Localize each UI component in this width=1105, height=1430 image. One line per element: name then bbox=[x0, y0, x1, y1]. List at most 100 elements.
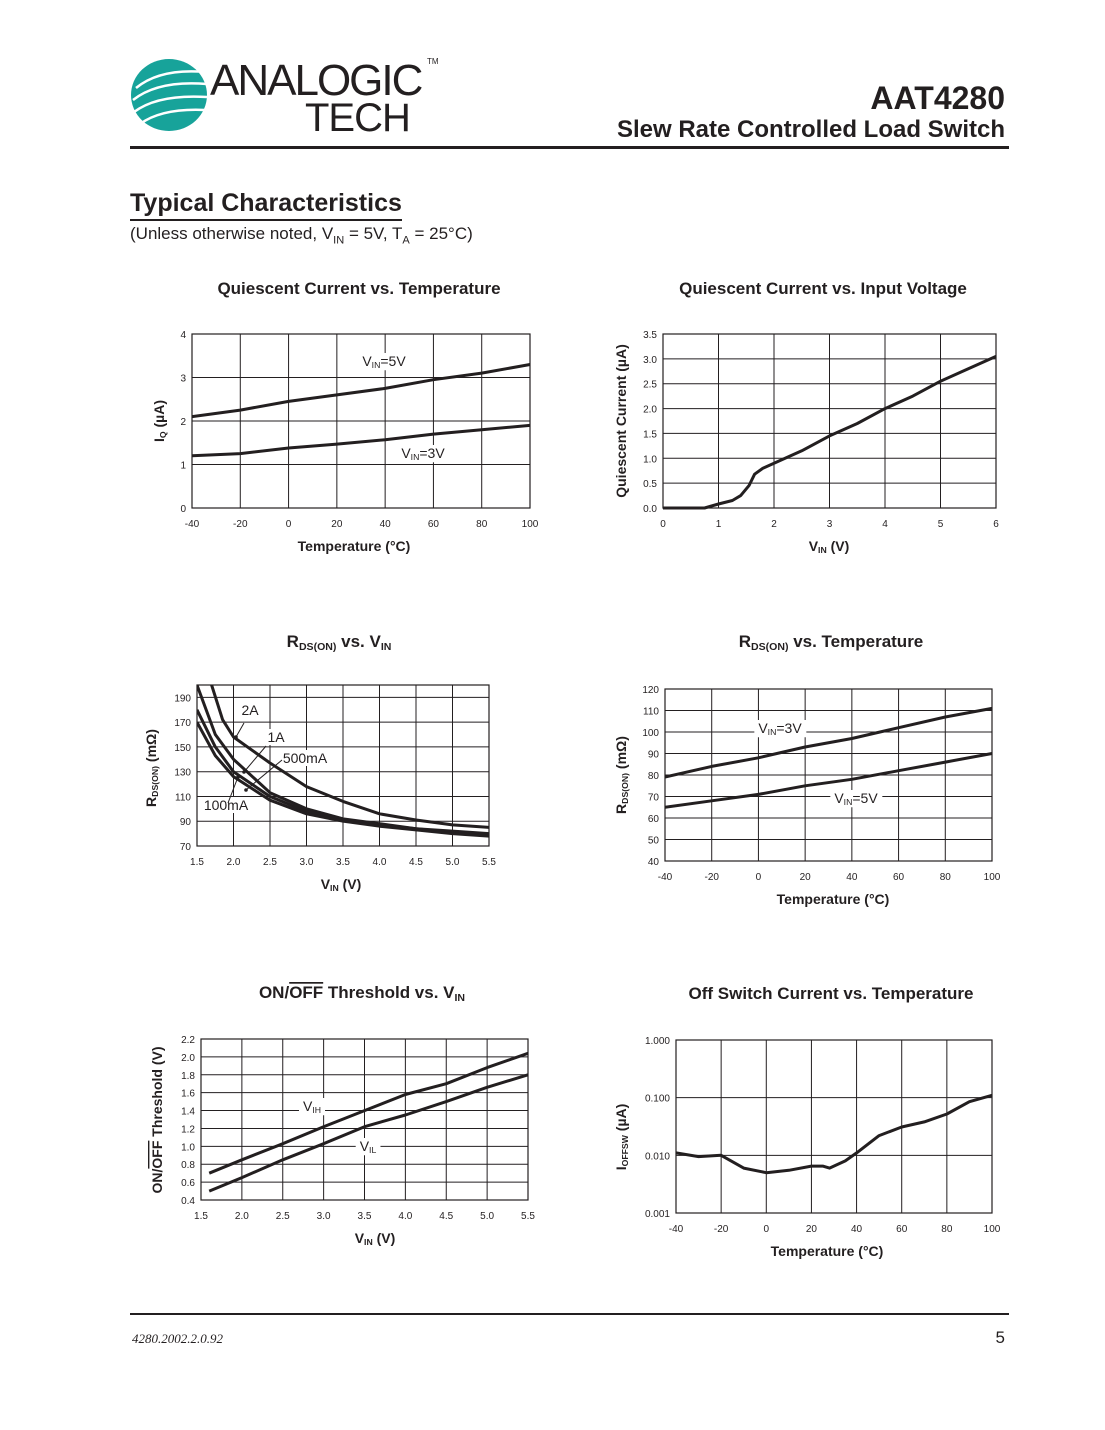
svg-text:Temperature (°C): Temperature (°C) bbox=[777, 891, 890, 907]
x-tick-label: 20 bbox=[806, 1224, 818, 1235]
y-tick-label: 80 bbox=[648, 771, 660, 782]
y-tick-label: 2.2 bbox=[181, 1035, 195, 1046]
x-tick-label: 40 bbox=[846, 872, 858, 883]
text-segment: V bbox=[401, 445, 411, 461]
y-tick-label: 0.4 bbox=[181, 1196, 195, 1207]
y-axis-label: Quiescent Current (µA) bbox=[613, 344, 629, 498]
series-line-1 bbox=[210, 684, 490, 829]
plot-frame bbox=[675, 1039, 993, 1214]
chart-2: Quiescent Current vs. Input Voltage 0 1 2 3 4… bbox=[613, 279, 999, 555]
product-subtitle: Slew Rate Controlled Load Switch bbox=[616, 116, 1005, 143]
series-label: 2A bbox=[237, 702, 264, 718]
chart-title: Quiescent Current vs. Input Voltage bbox=[679, 279, 967, 298]
y-tick-label: 130 bbox=[174, 768, 191, 779]
x-tick-label: 4.0 bbox=[373, 857, 387, 868]
chart-title: Quiescent Current vs. Temperature bbox=[217, 279, 500, 298]
y-tick-label: 1.2 bbox=[181, 1124, 195, 1135]
subscript: IN bbox=[455, 992, 466, 1004]
label-background bbox=[355, 1138, 381, 1156]
x-tick-label: -40 bbox=[185, 519, 200, 530]
x-axis-label: Temperature (°C) bbox=[298, 538, 411, 554]
x-tick-label: 1 bbox=[716, 519, 722, 530]
series-line-2 bbox=[208, 1073, 529, 1193]
y-tick-label: 0.010 bbox=[645, 1151, 670, 1162]
subscript: IN bbox=[818, 545, 827, 555]
text-segment: 1A bbox=[267, 729, 285, 745]
logo-line2: TECH bbox=[305, 96, 411, 140]
label-background bbox=[278, 750, 332, 766]
plot-frame bbox=[664, 688, 993, 862]
text-segment: OFF bbox=[289, 983, 323, 1002]
annotation-arrow bbox=[245, 759, 283, 791]
y-tick-label: 0.6 bbox=[181, 1178, 195, 1189]
x-tick-label: 0 bbox=[660, 519, 666, 530]
text-segment: R bbox=[613, 804, 629, 814]
svg-text:Quiescent Current (µA): Quiescent Current (µA) bbox=[613, 344, 629, 498]
y-tick-label: 0 bbox=[180, 504, 186, 515]
y-tick-label: 1 bbox=[180, 461, 186, 472]
x-tick-label: 0 bbox=[756, 872, 762, 883]
svg-text:VIN=5V: VIN=5V bbox=[362, 353, 406, 370]
subscript: IH bbox=[312, 1105, 321, 1115]
x-tick-label: 0 bbox=[764, 1224, 770, 1235]
page-number: 5 bbox=[995, 1328, 1005, 1347]
svg-text:VIN=5V: VIN=5V bbox=[834, 790, 878, 807]
svg-text:VIN=3V: VIN=3V bbox=[758, 720, 802, 737]
subscript: Q bbox=[158, 431, 168, 438]
subscript: IN bbox=[330, 883, 339, 893]
text-segment: Temperature (°C) bbox=[771, 1243, 884, 1259]
y-axis-label: ON/OFF Threshold (V) bbox=[149, 1046, 165, 1193]
y-tick-label: 0.5 bbox=[643, 479, 657, 490]
svg-text:Quiescent Current vs. Temperat: Quiescent Current vs. Temperature bbox=[217, 279, 500, 298]
subscript: IL bbox=[369, 1145, 376, 1155]
y-axis-label: IQ (µA) bbox=[151, 400, 168, 442]
x-tick-label: 5.0 bbox=[446, 857, 460, 868]
y-tick-label: 0.8 bbox=[181, 1160, 195, 1171]
cond-sub: IN bbox=[333, 234, 345, 247]
y-tick-label: 90 bbox=[648, 750, 660, 761]
x-tick-label: 3.5 bbox=[336, 857, 350, 868]
y-tick-label: 110 bbox=[643, 707, 659, 718]
y-tick-label: 3.5 bbox=[643, 330, 657, 341]
plot-frame bbox=[196, 684, 490, 847]
x-tick-label: -40 bbox=[669, 1224, 684, 1235]
text-segment: V bbox=[303, 1098, 313, 1114]
text-segment: R bbox=[143, 797, 159, 807]
subscript: OFFSW bbox=[620, 1134, 630, 1166]
annotation-arrow bbox=[243, 745, 267, 773]
svg-text:Temperature (°C): Temperature (°C) bbox=[298, 538, 411, 554]
text-segment: =3V bbox=[776, 720, 802, 736]
series-label: VIN=3V bbox=[754, 720, 807, 738]
x-tick-label: -20 bbox=[704, 872, 719, 883]
x-tick-label: -40 bbox=[658, 872, 673, 883]
text-segment: Off Switch Current vs. Temperature bbox=[689, 984, 974, 1003]
text-segment: =5V bbox=[380, 353, 406, 369]
x-tick-label: 3 bbox=[827, 519, 833, 530]
text-segment: ON/ bbox=[259, 983, 290, 1002]
chart-title: ON/OFF Threshold vs. VIN bbox=[259, 983, 465, 1004]
x-tick-label: 4 bbox=[882, 519, 888, 530]
label-background bbox=[358, 353, 411, 371]
text-segment: (µA) bbox=[613, 1104, 629, 1135]
chart-title: RDS(ON) vs. Temperature bbox=[739, 632, 924, 653]
arrow-head bbox=[234, 735, 238, 739]
subscript: DS(ON) bbox=[299, 641, 336, 653]
series-label: 1A bbox=[263, 729, 290, 745]
y-tick-label: 2.5 bbox=[643, 380, 657, 391]
y-tick-label: 1.0 bbox=[643, 454, 657, 465]
subscript: DS(ON) bbox=[620, 773, 630, 804]
svg-text:RDS(ON) vs. Temperature: RDS(ON) vs. Temperature bbox=[739, 632, 924, 653]
logo-globe-icon bbox=[131, 59, 208, 131]
series-line-2 bbox=[192, 423, 531, 458]
text-segment: V bbox=[321, 876, 331, 892]
text-segment: 2A bbox=[241, 702, 259, 718]
text-segment: vs. Temperature bbox=[788, 632, 923, 651]
x-tick-label: 4.5 bbox=[439, 1211, 453, 1222]
series-label: VIH bbox=[298, 1098, 326, 1116]
label-background bbox=[754, 720, 807, 738]
series-line-1 bbox=[676, 1093, 993, 1175]
svg-text:VIH: VIH bbox=[303, 1098, 321, 1115]
